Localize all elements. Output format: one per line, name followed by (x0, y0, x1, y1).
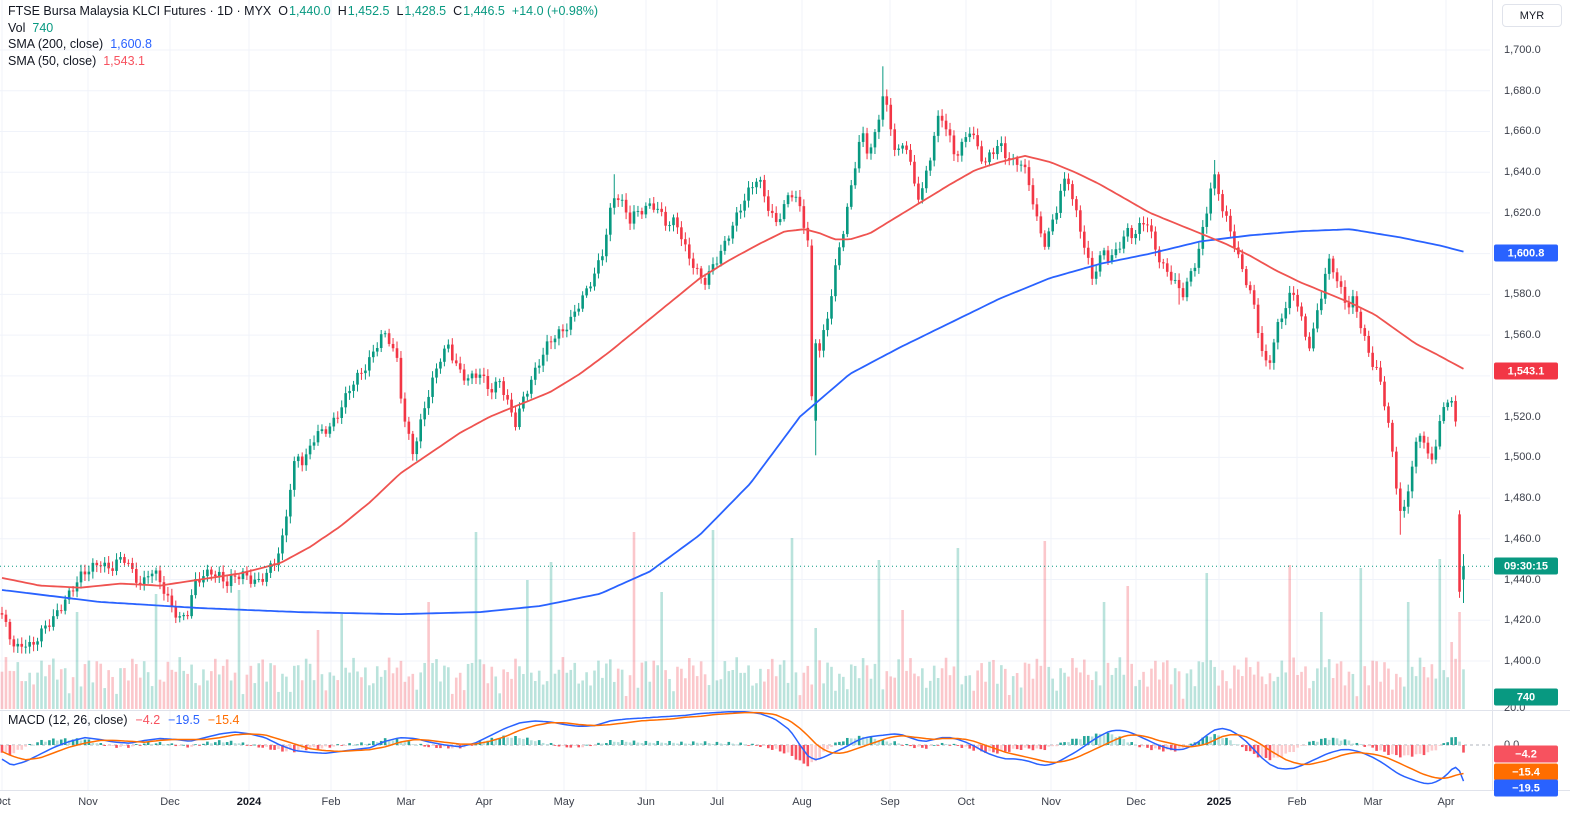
time-tick-label: Jul (709, 796, 725, 808)
sma200-label[interactable]: SMA (200, close) (8, 37, 104, 51)
sma200-badge: 1,600.8 (1494, 244, 1558, 262)
time-tick-label: 2024 (236, 796, 262, 808)
volume-value: 740 (32, 20, 54, 35)
price-tick-label: 1,440.0 (1504, 573, 1541, 586)
macd-label[interactable]: MACD (12, 26, close) (8, 713, 128, 727)
low-value: L 1,428.5 (396, 4, 447, 18)
sma50-badge: 1,543.1 (1494, 362, 1558, 380)
high-value: H 1,452.5 (337, 4, 390, 18)
time-tick-label: Oct (957, 796, 975, 808)
price-tick-label: 1,700.0 (1504, 44, 1541, 56)
price-axis[interactable]: 1,700.0 1,680.0 1,660.0 1,640.0 1,620.0 1,580… (1492, 0, 1570, 790)
price-tick-label: 1,660.0 (1504, 125, 1541, 138)
price-tick-label: 1,620.0 (1504, 206, 1541, 219)
volume-layer (0, 530, 1465, 709)
time-tick-label: Jun (637, 796, 655, 808)
time-tick-label: Aug (792, 796, 812, 808)
time-tick-label: Apr (1437, 796, 1455, 808)
change-value: +14.0 (+0.98%) (511, 4, 599, 18)
price-tick-label: 1,500.0 (1504, 451, 1541, 464)
volume-label[interactable]: Vol (8, 20, 26, 35)
sma50-value: 1,543.1 (103, 53, 145, 68)
sma50-legend-row: SMA (50, close) 1,543.1 (8, 54, 598, 71)
macd-signal-value: −15.4 (207, 713, 240, 727)
symbol-legend: FTSE Bursa Malaysia KLCI Futures · 1D · … (8, 4, 598, 70)
time-tick-label: Sep (880, 796, 900, 808)
symbol-title[interactable]: FTSE Bursa Malaysia KLCI Futures · 1D · … (8, 4, 272, 18)
time-axis[interactable]: Oct Nov Dec 2024 Feb Mar Apr May Jun Jul Aug Sep Oct… (0, 790, 1570, 817)
sma200-line (1, 228, 1464, 615)
price-tick-label: 1,680.0 (1504, 84, 1541, 97)
time-tick-label: Mar (396, 796, 416, 808)
macd-legend-row: MACD (12, 26, close) −4.2 −19.5 −15.4 (8, 713, 239, 727)
macd-line (1, 710, 1465, 785)
macd-line-badge: −19.5 (1494, 779, 1558, 797)
time-tick-label: Dec (160, 796, 180, 808)
time-tick-label: Dec (1126, 796, 1146, 808)
price-tick-label: 1,580.0 (1504, 288, 1541, 301)
time-tick-label: Feb (1287, 796, 1307, 808)
macd-signal-line (1, 711, 1464, 780)
sma200-legend-row: SMA (200, close) 1,600.8 (8, 37, 598, 54)
currency-toggle-button[interactable]: MYR (1502, 4, 1562, 27)
volume-legend-row: Vol 740 (8, 21, 598, 38)
macd-pane (0, 710, 1490, 785)
price-tick-label: 1,420.0 (1504, 614, 1541, 627)
time-tick-label: Nov (78, 796, 98, 808)
macd-signal-badge: −15.4 (1494, 763, 1558, 781)
price-tick-label: 1,480.0 (1504, 492, 1541, 505)
sma200-value: 1,600.8 (110, 37, 152, 51)
time-tick-label: Oct (0, 796, 11, 808)
price-tick-label: 1,400.0 (1504, 655, 1541, 667)
symbol-title-row: FTSE Bursa Malaysia KLCI Futures · 1D · … (8, 4, 598, 21)
time-tick-label: Apr (475, 796, 493, 808)
macd-hist-badge: −4.2 (1494, 745, 1558, 763)
countdown-badge: 09:30:15 (1494, 557, 1558, 575)
price-tick-label: 1,460.0 (1504, 532, 1541, 545)
sma50-label[interactable]: SMA (50, close) (8, 53, 97, 68)
time-tick-label: 2025 (1206, 796, 1232, 808)
volume-badge: 740 (1494, 688, 1558, 706)
sma50-line (1, 154, 1464, 589)
price-tick-label: 1,520.0 (1504, 410, 1541, 423)
macd-hist-value: −4.2 (135, 713, 161, 727)
time-tick-label: May (553, 796, 575, 808)
time-tick-label: Feb (321, 796, 341, 808)
close-value: C 1,446.5 (453, 4, 505, 18)
price-tick-label: 1,560.0 (1504, 329, 1541, 342)
macd-line-value: −19.5 (168, 713, 200, 727)
open-value: O 1,440.0 (278, 4, 331, 18)
time-tick-label: Mar (1363, 796, 1383, 808)
candles-layer (0, 66, 1465, 654)
price-tick-label: 1,640.0 (1504, 166, 1541, 179)
time-tick-label: Nov (1041, 796, 1061, 808)
pane-separators (0, 0, 1570, 791)
